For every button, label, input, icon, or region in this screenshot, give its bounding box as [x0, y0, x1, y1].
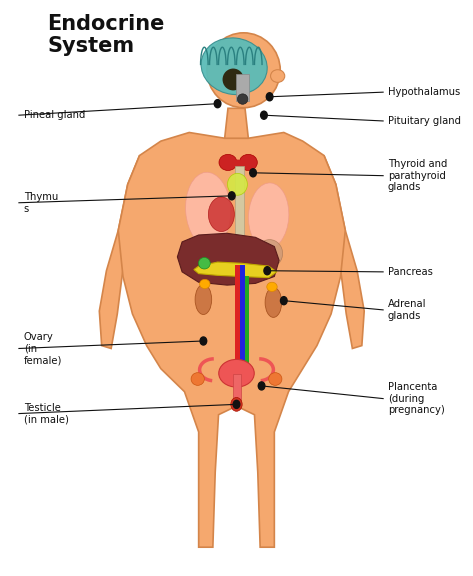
Circle shape [280, 297, 287, 305]
FancyBboxPatch shape [240, 265, 245, 369]
Polygon shape [317, 156, 364, 348]
Ellipse shape [208, 197, 235, 232]
FancyBboxPatch shape [245, 276, 249, 363]
Text: Plancenta
(during
pregnancy): Plancenta (during pregnancy) [388, 382, 445, 415]
Ellipse shape [237, 94, 248, 104]
FancyBboxPatch shape [235, 265, 240, 369]
Text: Thymu
s: Thymu s [24, 192, 58, 214]
Circle shape [214, 100, 221, 108]
Text: Hypothalamus: Hypothalamus [388, 87, 460, 97]
Ellipse shape [267, 282, 277, 291]
Ellipse shape [199, 257, 210, 269]
Text: Endocrine
System: Endocrine System [47, 14, 165, 56]
Circle shape [266, 93, 273, 101]
Circle shape [228, 192, 235, 200]
Ellipse shape [222, 69, 244, 90]
Text: Ovary
(in
female): Ovary (in female) [24, 332, 62, 365]
Ellipse shape [235, 160, 242, 168]
FancyBboxPatch shape [236, 74, 249, 101]
Ellipse shape [269, 373, 282, 385]
Circle shape [261, 111, 267, 119]
Text: Testicle
(in male): Testicle (in male) [24, 403, 69, 425]
Circle shape [250, 169, 256, 177]
Ellipse shape [219, 359, 254, 387]
Ellipse shape [239, 154, 257, 170]
Polygon shape [177, 233, 279, 285]
Ellipse shape [200, 279, 210, 289]
Text: Adrenal
glands: Adrenal glands [388, 299, 426, 321]
Ellipse shape [248, 183, 289, 249]
Circle shape [258, 382, 265, 390]
Circle shape [231, 397, 242, 411]
Circle shape [233, 400, 240, 408]
Circle shape [200, 337, 207, 345]
Ellipse shape [195, 285, 211, 314]
Text: Thyroid and
parathyroid
glands: Thyroid and parathyroid glands [388, 159, 447, 192]
Circle shape [264, 267, 271, 275]
Text: Pineal gland: Pineal gland [24, 110, 85, 120]
Ellipse shape [265, 287, 281, 317]
Ellipse shape [185, 172, 231, 247]
Text: Pancreas: Pancreas [388, 267, 433, 277]
Ellipse shape [256, 240, 282, 267]
Ellipse shape [201, 38, 267, 94]
Polygon shape [99, 156, 147, 348]
Polygon shape [225, 108, 248, 138]
Polygon shape [118, 132, 345, 547]
Ellipse shape [191, 373, 204, 385]
FancyBboxPatch shape [233, 374, 241, 406]
Polygon shape [194, 262, 277, 278]
Ellipse shape [219, 154, 237, 170]
Ellipse shape [271, 70, 285, 82]
Ellipse shape [207, 33, 280, 108]
Ellipse shape [228, 173, 247, 195]
FancyBboxPatch shape [235, 166, 244, 243]
Text: Pituitary gland: Pituitary gland [388, 116, 461, 126]
